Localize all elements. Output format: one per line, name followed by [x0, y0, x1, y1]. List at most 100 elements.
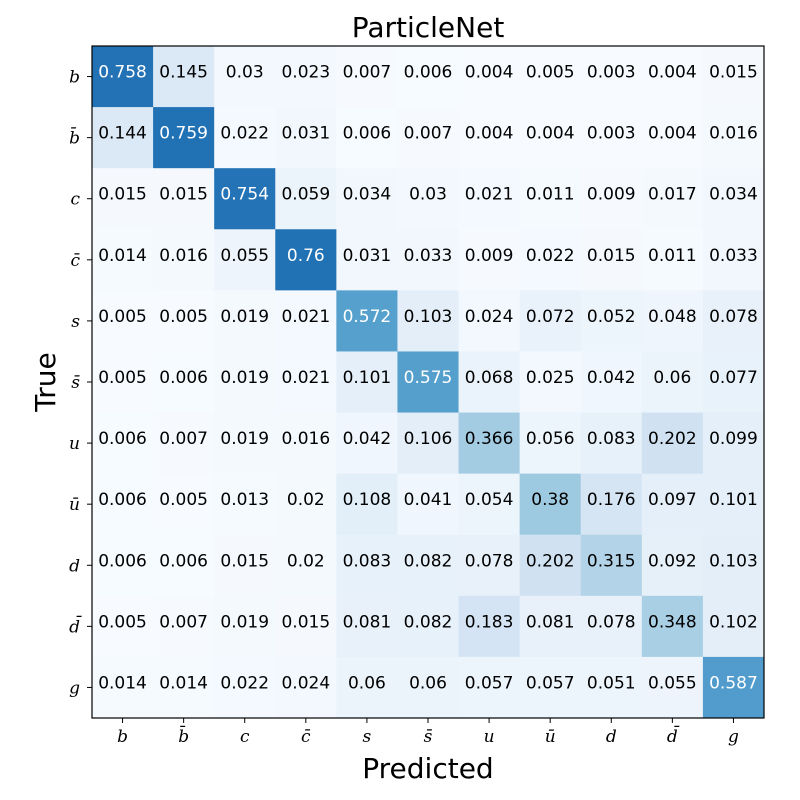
- heatmap-cell: [214, 290, 276, 352]
- heatmap-cell: [336, 351, 398, 414]
- heatmap-cell: [275, 595, 337, 658]
- heatmap-cell: [580, 46, 643, 108]
- cell-value-label: 0.019: [220, 368, 269, 388]
- cell-value-label: 0.082: [404, 612, 453, 632]
- cell-value-label: 0.022: [220, 673, 269, 693]
- x-tick-label: ū: [545, 727, 556, 747]
- cell-value-label: 0.042: [343, 429, 392, 449]
- x-tick-label: g: [728, 727, 739, 747]
- heatmap-cell: [336, 534, 398, 597]
- cell-value-label: 0.022: [220, 124, 269, 144]
- cell-value-label: 0.024: [465, 307, 514, 327]
- cell-value-label: 0.005: [98, 307, 147, 327]
- heatmap-cell: [214, 168, 276, 230]
- heatmap-cell: [275, 107, 337, 169]
- y-tick-label: b: [69, 68, 80, 88]
- cell-value-label: 0.078: [465, 551, 514, 571]
- heatmap-cell: [214, 534, 276, 597]
- heatmap-cell: [458, 46, 521, 108]
- cell-value-label: 0.033: [404, 246, 453, 266]
- y-tick-label: s: [71, 312, 80, 332]
- cell-value-label: 0.009: [587, 185, 636, 205]
- heatmap-cell: [397, 656, 460, 719]
- heatmap-cell: [458, 290, 521, 352]
- heatmap-cell: [458, 107, 521, 169]
- heatmap-cell: [702, 107, 765, 169]
- cell-value-label: 0.004: [648, 124, 697, 144]
- cell-value-label: 0.575: [404, 368, 453, 388]
- cell-value-label: 0.041: [404, 490, 453, 510]
- heatmap-cell: [580, 534, 643, 597]
- heatmap-cell: [580, 351, 643, 414]
- heatmap-cell: [92, 656, 154, 719]
- cell-value-label: 0.005: [98, 612, 147, 632]
- cell-value-label: 0.011: [526, 185, 575, 205]
- cell-value-label: 0.06: [409, 673, 447, 693]
- heatmap-cell: [458, 168, 521, 230]
- heatmap-cell: [214, 595, 276, 658]
- cell-value-label: 0.005: [159, 307, 208, 327]
- cell-value-label: 0.348: [648, 612, 697, 632]
- heatmap-cell: [153, 168, 215, 230]
- cell-value-label: 0.021: [281, 307, 330, 327]
- cell-value-label: 0.034: [709, 185, 758, 205]
- heatmap-cell: [214, 656, 276, 719]
- heatmap-cell: [519, 534, 582, 597]
- cell-value-label: 0.024: [281, 673, 330, 693]
- cell-value-label: 0.02: [287, 490, 325, 510]
- cell-value-label: 0.007: [159, 429, 208, 449]
- cell-value-label: 0.015: [220, 551, 269, 571]
- cell-value-label: 0.144: [98, 124, 147, 144]
- cell-value-label: 0.005: [98, 368, 147, 388]
- cell-value-label: 0.108: [343, 490, 392, 510]
- cell-value-label: 0.015: [98, 185, 147, 205]
- cell-value-label: 0.021: [281, 368, 330, 388]
- heatmap-cell: [458, 229, 521, 291]
- heatmap-cell: [519, 656, 582, 719]
- cell-value-label: 0.014: [98, 673, 147, 693]
- x-tick-label: b: [117, 727, 128, 747]
- cell-value-label: 0.019: [220, 307, 269, 327]
- cell-value-label: 0.015: [159, 185, 208, 205]
- cell-value-label: 0.754: [220, 185, 269, 205]
- x-axis-label: Predicted: [362, 752, 493, 785]
- heatmap-cell: [702, 534, 765, 597]
- cell-value-label: 0.023: [281, 63, 330, 83]
- heatmap-cell: [702, 656, 765, 719]
- cell-value-label: 0.013: [220, 490, 269, 510]
- heatmap-cell: [214, 229, 276, 291]
- heatmap-cell: [580, 656, 643, 719]
- cell-value-label: 0.092: [648, 551, 697, 571]
- cell-value-label: 0.572: [343, 307, 392, 327]
- cell-value-label: 0.006: [98, 551, 147, 571]
- heatmap-cell: [702, 229, 765, 291]
- heatmap-cell: [92, 229, 154, 291]
- heatmap-cells: 0.758 0.145 0.03 0.023 0.007 0.006 0.004 0.005 0…: [92, 46, 765, 719]
- cell-value-label: 0.005: [526, 63, 575, 83]
- heatmap-cell: [92, 290, 154, 352]
- x-tick-label: d̄: [667, 724, 680, 747]
- cell-value-label: 0.587: [709, 673, 758, 693]
- cell-value-label: 0.005: [159, 490, 208, 510]
- y-tick-label: b̄: [69, 126, 80, 149]
- chart-title: ParticleNet: [352, 11, 505, 44]
- cell-value-label: 0.011: [648, 246, 697, 266]
- cell-value-label: 0.366: [465, 429, 514, 449]
- cell-value-label: 0.009: [465, 246, 514, 266]
- heatmap-cell: [641, 351, 704, 414]
- heatmap-cell: [275, 46, 337, 108]
- cell-value-label: 0.056: [526, 429, 575, 449]
- heatmap-cell: [275, 229, 337, 291]
- cell-value-label: 0.03: [226, 63, 264, 83]
- cell-value-label: 0.004: [526, 124, 575, 144]
- cell-value-label: 0.055: [220, 246, 269, 266]
- heatmap-cell: [458, 595, 521, 658]
- cell-value-label: 0.007: [343, 63, 392, 83]
- heatmap-cell: [336, 656, 398, 719]
- cell-value-label: 0.006: [98, 490, 147, 510]
- cell-value-label: 0.006: [404, 63, 453, 83]
- heatmap-cell: [153, 534, 215, 597]
- heatmap-cell: [580, 168, 643, 230]
- heatmap-cell: [519, 290, 582, 352]
